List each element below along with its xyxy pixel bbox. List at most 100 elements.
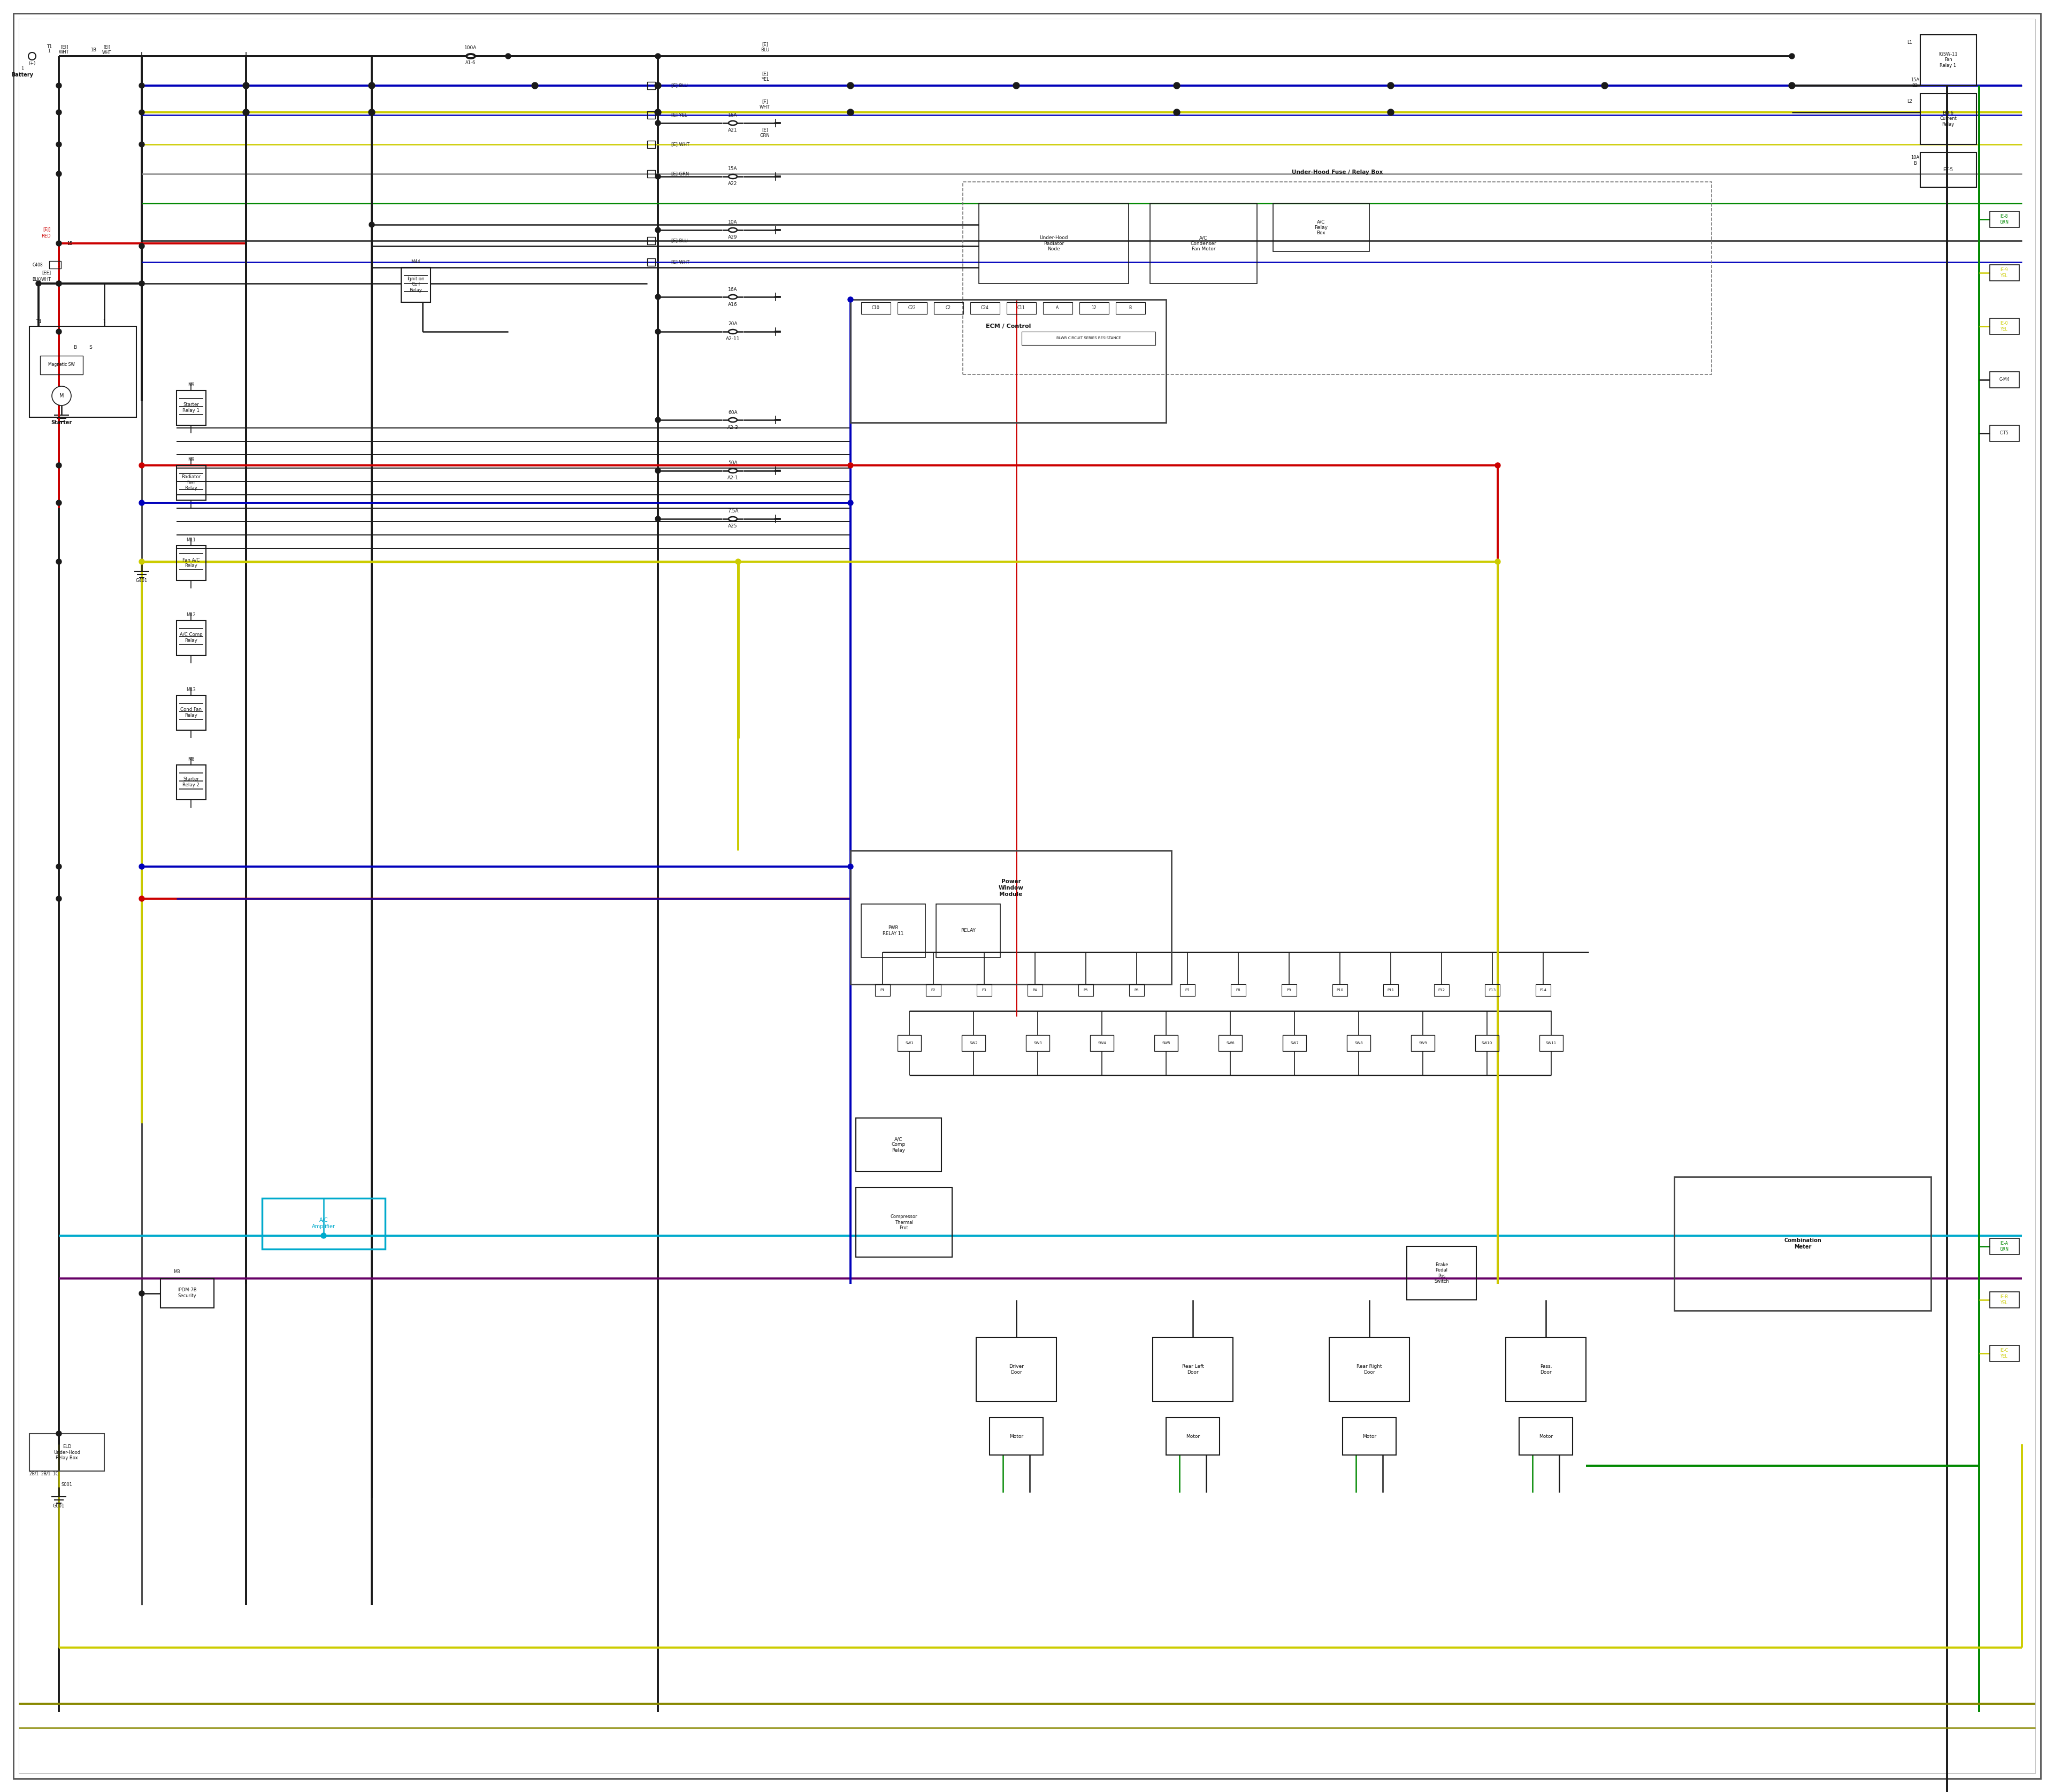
Text: P10: P10 — [1337, 989, 1343, 991]
Bar — [1990, 265, 2019, 281]
Text: A/C
Relay
Box: A/C Relay Box — [1315, 219, 1327, 235]
Text: L1: L1 — [1906, 41, 1912, 45]
Circle shape — [532, 82, 538, 90]
Text: 1: 1 — [37, 315, 39, 321]
Text: [EJ]: [EJ] — [43, 228, 51, 233]
Bar — [1990, 425, 2019, 441]
Text: Cond Fan
Relay: Cond Fan Relay — [181, 708, 201, 719]
Text: [E] WHT: [E] WHT — [672, 260, 690, 265]
Text: A2-11: A2-11 — [725, 337, 739, 342]
Text: A1-6: A1-6 — [466, 61, 477, 66]
Circle shape — [848, 500, 852, 505]
Bar — [177, 545, 205, 581]
Circle shape — [846, 109, 854, 115]
Circle shape — [370, 82, 374, 88]
Circle shape — [140, 281, 144, 287]
Text: Starter
Relay 1: Starter Relay 1 — [183, 403, 199, 412]
Bar — [976, 1337, 1056, 1401]
Text: 50A: 50A — [727, 461, 737, 466]
Text: IE-9
YEL: IE-9 YEL — [2001, 267, 2009, 278]
Bar — [980, 202, 1128, 283]
Text: Radiator
Fan
Relay: Radiator Fan Relay — [181, 475, 201, 491]
Text: C2: C2 — [945, 306, 951, 310]
Text: P3: P3 — [982, 989, 986, 991]
Circle shape — [140, 109, 144, 115]
Text: SW1: SW1 — [906, 1041, 914, 1045]
Text: 15A: 15A — [727, 167, 737, 172]
Circle shape — [1173, 109, 1179, 115]
Circle shape — [140, 281, 144, 287]
Text: 15: 15 — [66, 240, 72, 246]
Circle shape — [848, 864, 852, 869]
Text: Under-Hood
Radiator
Node: Under-Hood Radiator Node — [1039, 235, 1068, 251]
Text: Driver
Door: Driver Door — [1009, 1364, 1023, 1374]
Text: C24: C24 — [980, 306, 988, 310]
Bar — [978, 984, 992, 996]
Ellipse shape — [729, 468, 737, 473]
Circle shape — [848, 462, 852, 468]
Circle shape — [1495, 559, 1499, 564]
Text: P12: P12 — [1438, 989, 1446, 991]
Text: [E] BLU: [E] BLU — [672, 82, 688, 88]
Bar — [647, 142, 655, 149]
Text: A2-3: A2-3 — [727, 425, 737, 430]
Circle shape — [35, 281, 41, 287]
Circle shape — [655, 54, 661, 59]
Text: [E]
BLU: [E] BLU — [760, 41, 770, 52]
Circle shape — [655, 228, 661, 233]
Text: IGSW-11
Fan
Relay 1: IGSW-11 Fan Relay 1 — [1939, 52, 1957, 68]
Text: WHT: WHT — [60, 50, 70, 54]
Bar — [1520, 1417, 1573, 1455]
Bar — [875, 984, 889, 996]
Bar — [647, 170, 655, 177]
Text: M8: M8 — [187, 758, 195, 762]
Ellipse shape — [729, 228, 737, 233]
Text: 16A: 16A — [727, 287, 737, 292]
Bar — [1115, 303, 1146, 314]
Circle shape — [51, 387, 72, 405]
Text: [EE]: [EE] — [41, 271, 51, 276]
Circle shape — [1789, 82, 1795, 90]
Circle shape — [55, 864, 62, 869]
Bar — [29, 326, 136, 418]
Bar — [1674, 1177, 1931, 1310]
Text: Brake
Pedal
Pos
Switch: Brake Pedal Pos Switch — [1434, 1262, 1448, 1283]
Circle shape — [1602, 82, 1608, 90]
Text: SW8: SW8 — [1354, 1041, 1364, 1045]
Ellipse shape — [729, 330, 737, 333]
Text: P2: P2 — [930, 989, 937, 991]
Bar — [177, 695, 205, 729]
Text: ECM / Control: ECM / Control — [986, 324, 1031, 330]
Bar — [1485, 984, 1499, 996]
Text: IE-8
GRN: IE-8 GRN — [2001, 213, 2009, 224]
Circle shape — [655, 82, 661, 90]
Text: 1B: 1B — [90, 47, 97, 52]
Text: BLWR CIRCUIT SERIES RESISTANCE: BLWR CIRCUIT SERIES RESISTANCE — [1056, 337, 1121, 340]
Bar — [1920, 34, 1976, 86]
Bar — [1920, 152, 1976, 186]
Text: Rear Right
Door: Rear Right Door — [1356, 1364, 1382, 1374]
Text: ET-5: ET-5 — [1943, 167, 1953, 172]
Circle shape — [1389, 109, 1395, 115]
Bar — [41, 357, 82, 375]
Text: 60A: 60A — [727, 410, 737, 414]
Text: P14: P14 — [1540, 989, 1547, 991]
Text: 1: 1 — [47, 48, 51, 54]
Text: Under-Hood Fuse / Relay Box: Under-Hood Fuse / Relay Box — [1292, 170, 1382, 176]
Text: M9: M9 — [187, 457, 195, 462]
Text: SW4: SW4 — [1097, 1041, 1105, 1045]
Bar — [1990, 1238, 2019, 1254]
Text: A/C
Amplifier: A/C Amplifier — [312, 1217, 335, 1229]
Text: [E] BLU: [E] BLU — [672, 238, 688, 244]
Bar — [1382, 984, 1399, 996]
Ellipse shape — [729, 516, 737, 521]
Text: 100A: 100A — [464, 47, 477, 50]
Text: P1: P1 — [881, 989, 885, 991]
Text: SW5: SW5 — [1163, 1041, 1171, 1045]
Text: P8: P8 — [1237, 989, 1241, 991]
Text: SW3: SW3 — [1033, 1041, 1041, 1045]
Text: Power
Window
Module: Power Window Module — [998, 880, 1023, 896]
Circle shape — [1173, 82, 1179, 90]
Bar — [1990, 319, 2019, 335]
Circle shape — [242, 82, 249, 90]
